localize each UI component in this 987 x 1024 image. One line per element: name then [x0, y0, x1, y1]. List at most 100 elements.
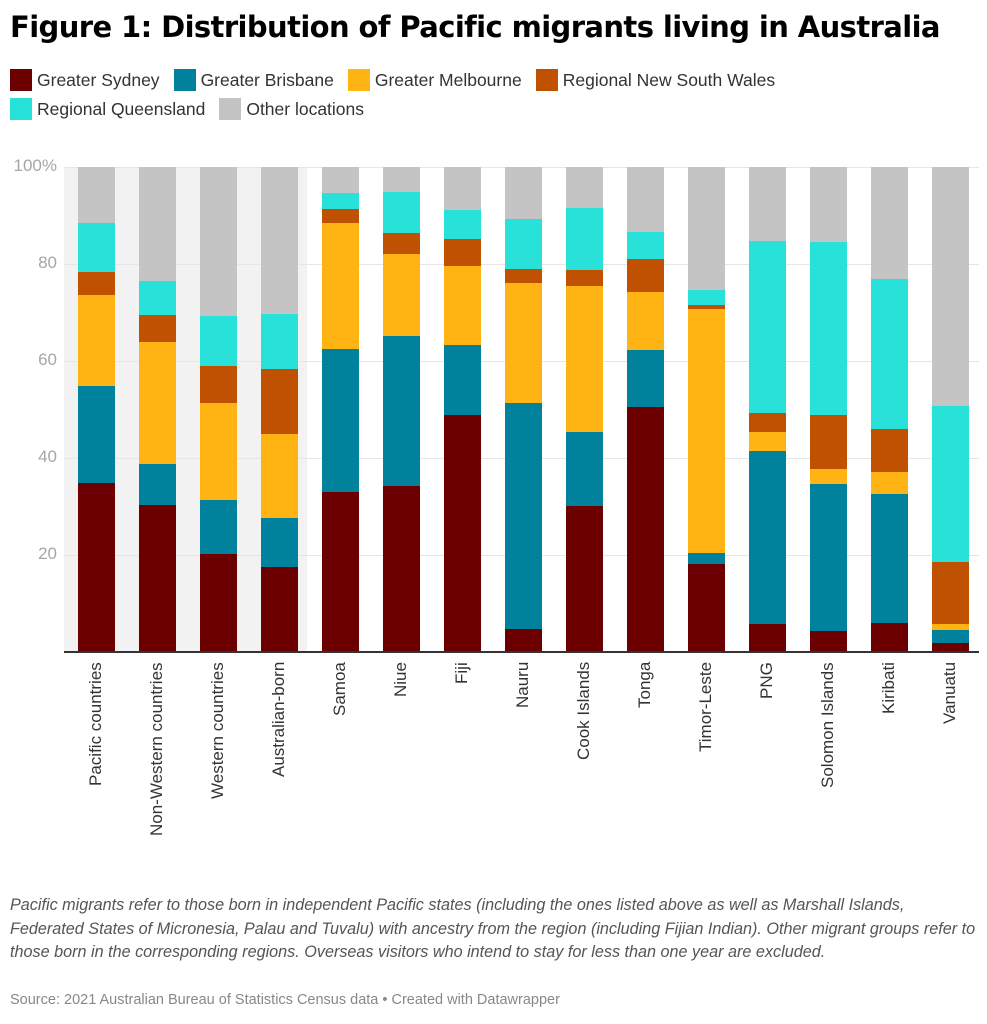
bar-vanuatu [931, 167, 969, 652]
bar-segment-regional-new-south-wales [260, 368, 298, 434]
bar-segment-greater-sydney [77, 483, 115, 652]
bar-western-countries [199, 167, 237, 652]
x-tick-label: Cook Islands [574, 661, 593, 760]
bar-segment-regional-queensland [809, 242, 847, 415]
bar-segment-regional-queensland [870, 279, 908, 429]
x-tick-label: PNG [757, 662, 776, 699]
bar-segment-other-locations [138, 167, 176, 281]
legend-item: Greater Melbourne [347, 66, 522, 95]
stacked-bar-chart: 100% 80 60 40 20 Pacific countries Non-Western… [0, 150, 987, 880]
bar-segment-other-locations [748, 167, 786, 242]
bar-segment-regional-new-south-wales [77, 271, 115, 296]
bar-segment-regional-queensland [260, 313, 298, 369]
bar-pacific-countries [77, 167, 115, 652]
bar-timor-leste [687, 167, 725, 652]
bar-segment-greater-melbourne [138, 342, 176, 464]
bar-segment-greater-sydney [382, 486, 420, 652]
bar-segment-other-locations [626, 167, 664, 233]
bar-australian-born [260, 167, 298, 652]
x-tick-label: Timor-Leste [696, 661, 715, 752]
bar-segment-greater-sydney [687, 564, 725, 652]
bar-segment-regional-new-south-wales [565, 269, 603, 286]
legend-swatch-icon [347, 69, 370, 91]
bar-segment-regional-new-south-wales [138, 314, 176, 343]
bar-nauru [504, 167, 542, 652]
y-tick-label: 100% [13, 156, 57, 175]
bar-segment-greater-melbourne [687, 309, 725, 554]
x-tick-label: Vanuatu [940, 661, 959, 724]
bar-segment-other-locations [504, 167, 542, 219]
legend-swatch-icon [535, 69, 558, 91]
x-tick-label: Pacific countries [86, 662, 105, 786]
bar-segment-greater-sydney [199, 554, 237, 652]
bar-segment-other-locations [565, 167, 603, 209]
bar-segment-greater-brisbane [626, 349, 664, 408]
bar-segment-greater-sydney [443, 414, 481, 652]
x-tick-label: Tonga [635, 661, 654, 708]
bar-segment-greater-melbourne [382, 253, 420, 336]
bar-segment-greater-sydney [504, 629, 542, 652]
x-tick-label: Australian-born [269, 661, 288, 777]
bar-segment-other-locations [321, 167, 359, 194]
bar-segment-regional-new-south-wales [931, 561, 969, 624]
bar-non-western-countries [138, 167, 176, 652]
bar-segment-other-locations [260, 167, 298, 314]
bar-segment-greater-melbourne [870, 472, 908, 494]
bar-segment-regional-queensland [931, 406, 969, 562]
legend-swatch-icon [10, 98, 32, 120]
bar-segment-greater-sydney [260, 567, 298, 652]
legend-label: Greater Sydney [37, 70, 160, 90]
legend-label: Other locations [246, 99, 365, 119]
bar-segment-other-locations [77, 167, 115, 223]
legend: Greater Sydney Greater Brisbane Greater Me… [10, 66, 970, 124]
bar-cook-islands [565, 167, 603, 652]
legend-swatch-icon [173, 69, 196, 91]
bar-segment-greater-brisbane [870, 493, 908, 623]
legend-label: Regional New South Wales [562, 70, 776, 90]
bar-fiji [443, 167, 481, 652]
bar-segment-regional-queensland [748, 241, 786, 413]
bar-segment-regional-queensland [687, 290, 725, 306]
bar-segment-regional-new-south-wales [199, 365, 237, 404]
x-axis-line [64, 651, 979, 653]
legend-item: Other locations [219, 95, 364, 124]
bar-segment-regional-queensland [77, 222, 115, 272]
bar-segment-regional-queensland [626, 232, 664, 260]
bar-segment-regional-new-south-wales [626, 259, 664, 293]
bar-tonga [626, 167, 664, 652]
bar-segment-greater-sydney [931, 642, 969, 652]
x-tick-label: Kiribati [879, 662, 898, 714]
bar-segment-greater-sydney [321, 491, 359, 652]
y-tick-label: 20 [38, 544, 57, 563]
bar-segment-greater-sydney [565, 506, 603, 652]
bar-segment-regional-new-south-wales [748, 412, 786, 432]
bar-segment-regional-new-south-wales [321, 209, 359, 223]
bar-segment-greater-melbourne [931, 623, 969, 631]
bar-segment-greater-melbourne [260, 433, 298, 519]
bar-kiribati [870, 167, 908, 652]
legend-label: Regional Queensland [37, 99, 206, 119]
bar-segment-regional-queensland [443, 210, 481, 239]
bar-segment-other-locations [443, 167, 481, 211]
y-tick-label: 60 [38, 350, 57, 369]
chart-title: Figure 1: Distribution of Pacific migran… [10, 10, 941, 44]
footnote: Pacific migrants refer to those born in … [10, 896, 976, 961]
bar-segment-greater-brisbane [199, 500, 237, 555]
bar-segment-greater-brisbane [809, 484, 847, 631]
legend-item: Regional New South Wales [535, 66, 776, 95]
bar-segment-greater-brisbane [443, 345, 481, 415]
bar-segment-regional-new-south-wales [870, 428, 908, 473]
source-line: Source: 2021 Australian Bureau of Statis… [10, 992, 560, 1008]
x-tick-label: Solomon Islands [818, 662, 837, 788]
bar-segment-greater-sydney [626, 407, 664, 652]
bar-segment-greater-melbourne [809, 469, 847, 485]
bar-segment-regional-queensland [382, 192, 420, 233]
bar-segment-regional-new-south-wales [504, 268, 542, 283]
legend-item: Regional Queensland [10, 95, 205, 124]
bar-segment-greater-sydney [748, 623, 786, 652]
bar-segment-regional-queensland [321, 193, 359, 210]
bar-niue [382, 167, 420, 652]
bar-segment-other-locations [931, 167, 969, 407]
bar-segment-greater-brisbane [748, 451, 786, 624]
bar-segment-greater-sydney [138, 505, 176, 652]
